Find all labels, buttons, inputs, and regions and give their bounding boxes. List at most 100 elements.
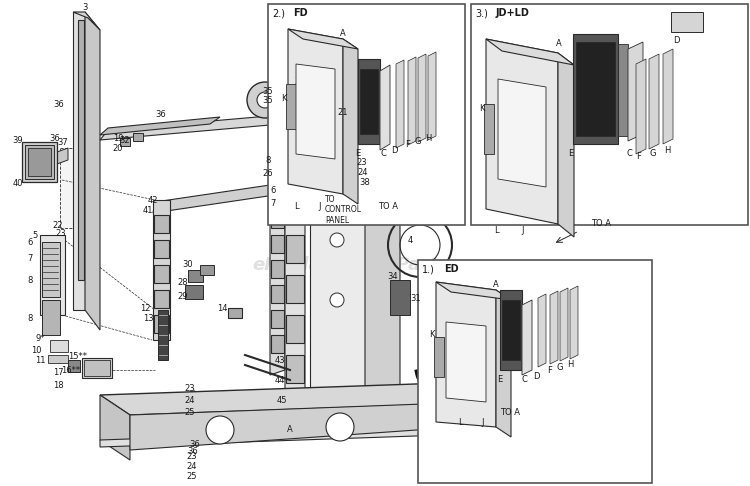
Text: F: F: [406, 140, 410, 149]
Polygon shape: [310, 115, 365, 395]
Polygon shape: [271, 185, 284, 203]
Polygon shape: [428, 52, 436, 140]
Bar: [305, 80, 323, 108]
Text: E: E: [356, 149, 361, 158]
Text: 41: 41: [142, 206, 153, 214]
Polygon shape: [100, 425, 530, 447]
Text: 29: 29: [178, 292, 188, 300]
Text: 34: 34: [388, 272, 398, 280]
Bar: [25, 145, 54, 179]
Text: 9*: 9*: [35, 333, 45, 343]
Text: H: H: [424, 134, 431, 143]
Text: 36: 36: [188, 447, 198, 456]
Text: 11: 11: [34, 355, 45, 364]
Text: 42: 42: [148, 195, 158, 205]
Polygon shape: [628, 42, 643, 141]
Text: 39: 39: [13, 136, 23, 144]
Text: H: H: [664, 146, 670, 155]
Bar: [300, 75, 328, 113]
Bar: [440, 262, 470, 276]
Polygon shape: [271, 310, 284, 328]
Polygon shape: [436, 282, 496, 427]
Polygon shape: [436, 282, 511, 300]
Polygon shape: [286, 275, 304, 303]
Polygon shape: [271, 210, 284, 228]
Text: 35: 35: [262, 87, 273, 97]
Polygon shape: [486, 39, 558, 224]
Text: J: J: [482, 418, 484, 427]
Polygon shape: [153, 200, 170, 340]
Text: 36: 36: [190, 440, 200, 449]
Text: TO A: TO A: [500, 408, 520, 417]
Text: 6: 6: [27, 238, 33, 246]
Bar: [42, 242, 60, 297]
Text: 43: 43: [274, 355, 285, 364]
Text: 5: 5: [32, 230, 38, 240]
Bar: [358, 59, 380, 144]
Text: G: G: [650, 149, 656, 158]
Text: 13: 13: [142, 313, 153, 323]
Polygon shape: [73, 12, 100, 30]
Bar: [200, 265, 214, 275]
Text: 19: 19: [112, 134, 123, 142]
Text: D: D: [532, 372, 539, 381]
Text: 44: 44: [274, 376, 285, 384]
Polygon shape: [73, 12, 85, 310]
Text: J: J: [319, 202, 321, 211]
Text: 23: 23: [357, 157, 368, 167]
Text: K: K: [281, 94, 286, 103]
Bar: [120, 138, 130, 146]
Text: 40: 40: [13, 178, 23, 188]
Circle shape: [330, 233, 344, 247]
Polygon shape: [153, 185, 270, 213]
Text: 35: 35: [262, 96, 273, 104]
Bar: [390, 280, 410, 315]
Text: eReplacementParts.com: eReplacementParts.com: [253, 256, 497, 274]
Polygon shape: [158, 310, 168, 360]
Polygon shape: [408, 57, 416, 145]
Text: 23: 23: [56, 228, 66, 238]
Text: G: G: [556, 363, 563, 372]
Text: 4: 4: [407, 236, 413, 244]
Bar: [228, 308, 242, 318]
Text: 24: 24: [184, 396, 195, 404]
Polygon shape: [296, 64, 335, 159]
Text: 32: 32: [295, 77, 305, 87]
Bar: [28, 148, 51, 176]
Bar: [418, 260, 652, 483]
Polygon shape: [538, 294, 546, 367]
Text: 24: 24: [187, 462, 197, 471]
Polygon shape: [310, 115, 400, 130]
Text: A: A: [494, 280, 499, 289]
Polygon shape: [288, 29, 358, 49]
Bar: [502, 300, 520, 360]
Text: C: C: [626, 149, 632, 158]
Text: H: H: [567, 360, 573, 369]
Bar: [500, 290, 522, 370]
Text: 20: 20: [112, 143, 123, 153]
Polygon shape: [100, 395, 130, 460]
Polygon shape: [270, 160, 285, 375]
Bar: [133, 133, 143, 141]
Text: 23: 23: [187, 452, 197, 461]
Polygon shape: [271, 260, 284, 278]
Text: 36: 36: [50, 134, 60, 142]
Text: K: K: [479, 104, 484, 113]
Circle shape: [247, 82, 283, 118]
Bar: [50, 340, 68, 352]
Bar: [185, 285, 203, 299]
Polygon shape: [560, 288, 568, 361]
Polygon shape: [154, 265, 169, 283]
Polygon shape: [271, 285, 284, 303]
Text: 26: 26: [262, 169, 273, 177]
Bar: [671, 12, 703, 32]
Text: 7: 7: [270, 198, 276, 208]
Polygon shape: [154, 315, 169, 333]
Polygon shape: [446, 322, 486, 402]
Bar: [82, 358, 112, 378]
Text: 1.): 1.): [422, 264, 435, 274]
Bar: [360, 69, 378, 134]
Text: F: F: [548, 366, 553, 375]
Text: A: A: [287, 425, 292, 434]
Text: 32: 32: [120, 136, 130, 144]
